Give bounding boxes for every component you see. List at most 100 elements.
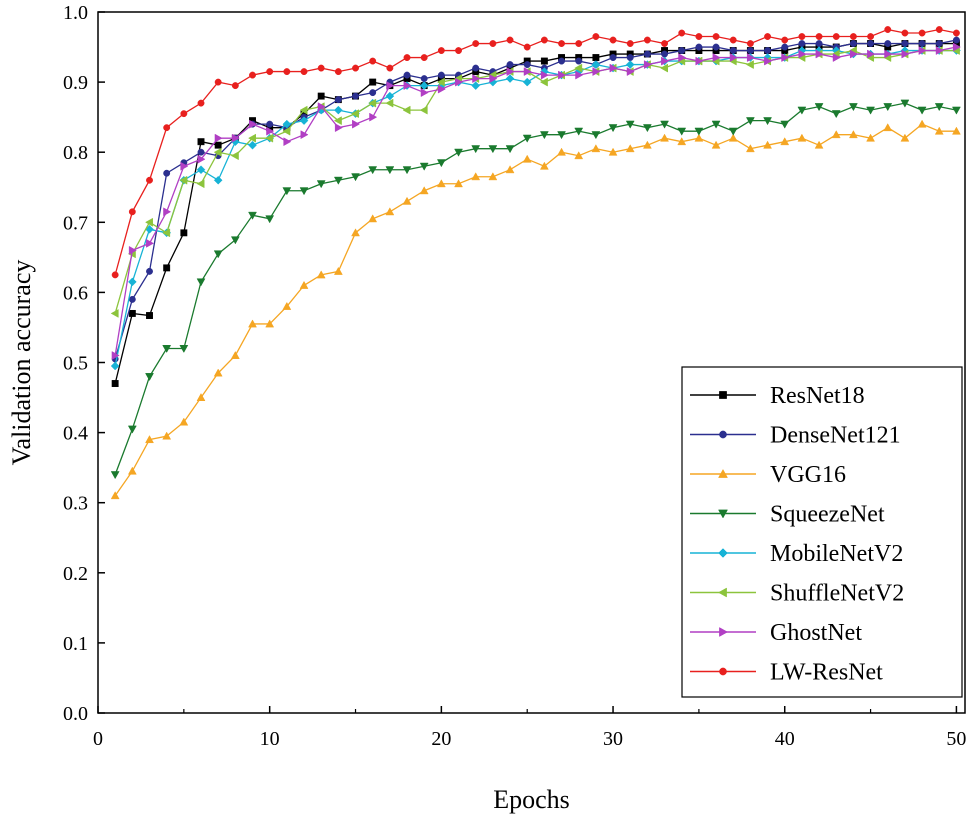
data-point-densenet121	[352, 92, 359, 100]
data-point-vgg16	[419, 186, 429, 195]
data-point-squeezenet	[265, 215, 275, 224]
data-point-squeezenet	[196, 278, 206, 287]
data-point-squeezenet	[333, 176, 343, 185]
data-point-vgg16	[728, 133, 738, 142]
data-point-squeezenet	[763, 117, 772, 126]
data-point-mobilenetv2	[334, 105, 343, 115]
data-point-lw-resnet	[575, 40, 583, 47]
legend-item-lw-resnet: LW-ResNet	[690, 660, 883, 686]
data-point-ghostnet	[403, 81, 412, 91]
data-point-resnet18	[111, 380, 119, 387]
data-point-ghostnet	[128, 245, 137, 255]
data-point-squeezenet	[162, 345, 172, 353]
data-point-lw-resnet	[111, 271, 119, 279]
data-point-squeezenet	[402, 166, 412, 175]
data-point-ghostnet	[935, 46, 944, 55]
data-point-densenet121	[266, 120, 274, 128]
data-point-mobilenetv2	[522, 77, 532, 87]
legend-item-resnet18: ResNet18	[690, 383, 865, 409]
legend-label: SqueezeNet	[770, 502, 885, 528]
data-point-ghostnet	[764, 56, 773, 66]
y-tick-label: 0.8	[63, 142, 88, 164]
data-point-lw-resnet	[180, 110, 188, 118]
data-point-ghostnet	[386, 81, 395, 91]
data-point-ghostnet	[952, 42, 961, 52]
series-mobilenetv2	[110, 46, 961, 371]
data-point-lw-resnet	[420, 54, 428, 62]
data-point-lw-resnet	[781, 36, 789, 44]
data-point-lw-resnet	[712, 33, 720, 40]
data-point-ghostnet	[369, 112, 378, 122]
data-point-vgg16	[866, 133, 875, 142]
y-tick-label: 0.4	[63, 423, 88, 445]
data-point-lw-resnet	[523, 43, 531, 51]
data-point-resnet18	[214, 141, 222, 149]
data-point-squeezenet	[419, 162, 429, 171]
data-point-shufflenetv2	[351, 109, 359, 119]
data-point-resnet18	[317, 92, 325, 100]
data-point-densenet121	[626, 54, 634, 62]
data-point-mobilenetv2	[471, 81, 481, 90]
data-point-lw-resnet	[403, 54, 411, 62]
data-point-lw-resnet	[146, 176, 153, 184]
data-point-lw-resnet	[231, 82, 239, 90]
data-point-vgg16	[642, 140, 652, 149]
legend-label: VGG16	[770, 462, 846, 488]
data-point-densenet121	[558, 57, 565, 65]
data-point-vgg16	[316, 270, 326, 279]
data-point-squeezenet	[642, 124, 652, 133]
series-line-shufflenetv2	[114, 49, 957, 314]
data-point-ghostnet	[163, 207, 172, 217]
series-line-vgg16	[114, 123, 957, 497]
data-point-vgg16	[333, 266, 343, 275]
data-point-ghostnet	[746, 53, 755, 62]
data-point-lw-resnet	[489, 40, 497, 47]
data-point-squeezenet	[505, 145, 515, 154]
data-point-vgg16	[917, 119, 927, 128]
series-lw-resnet	[111, 26, 960, 279]
data-point-squeezenet	[917, 106, 927, 115]
legend-swatch-marker	[717, 587, 727, 598]
data-point-resnet18	[540, 57, 548, 65]
data-point-resnet18	[146, 312, 153, 319]
data-point-lw-resnet	[849, 33, 857, 40]
data-point-shufflenetv2	[402, 105, 411, 115]
data-point-mobilenetv2	[282, 119, 292, 129]
data-point-shufflenetv2	[333, 116, 342, 126]
data-point-ghostnet	[643, 60, 652, 69]
data-point-squeezenet	[660, 120, 669, 129]
data-point-ghostnet	[884, 49, 893, 59]
data-point-lw-resnet	[661, 40, 669, 47]
data-point-vgg16	[591, 144, 601, 153]
data-point-vgg16	[694, 133, 704, 142]
data-point-vgg16	[179, 417, 189, 426]
data-point-lw-resnet	[455, 47, 462, 55]
data-point-vgg16	[814, 140, 824, 149]
data-point-shufflenetv2	[110, 309, 119, 318]
data-point-ghostnet	[437, 84, 446, 94]
data-point-shufflenetv2	[179, 175, 188, 185]
data-point-vgg16	[299, 280, 309, 289]
data-point-vgg16	[282, 301, 292, 310]
data-point-vgg16	[436, 179, 446, 188]
data-point-mobilenetv2	[385, 91, 395, 101]
data-point-lw-resnet	[540, 36, 548, 44]
data-point-densenet121	[506, 61, 514, 69]
data-point-densenet121	[849, 40, 857, 47]
data-point-ghostnet	[729, 53, 738, 62]
data-point-lw-resnet	[283, 68, 291, 76]
data-point-densenet121	[420, 75, 428, 83]
data-point-lw-resnet	[437, 47, 445, 55]
legend-item-ghostnet: GhostNet	[690, 620, 862, 646]
data-point-squeezenet	[557, 131, 566, 140]
data-point-shufflenetv2	[248, 133, 256, 143]
series-resnet18	[111, 40, 960, 387]
y-tick-label: 0.0	[63, 703, 88, 725]
legend-item-squeezenet: SqueezeNet	[690, 502, 885, 528]
data-point-squeezenet	[780, 120, 790, 129]
legend-label: ResNet18	[770, 383, 865, 409]
data-point-mobilenetv2	[591, 60, 601, 69]
data-point-lw-resnet	[798, 33, 806, 40]
data-point-squeezenet	[539, 131, 549, 140]
